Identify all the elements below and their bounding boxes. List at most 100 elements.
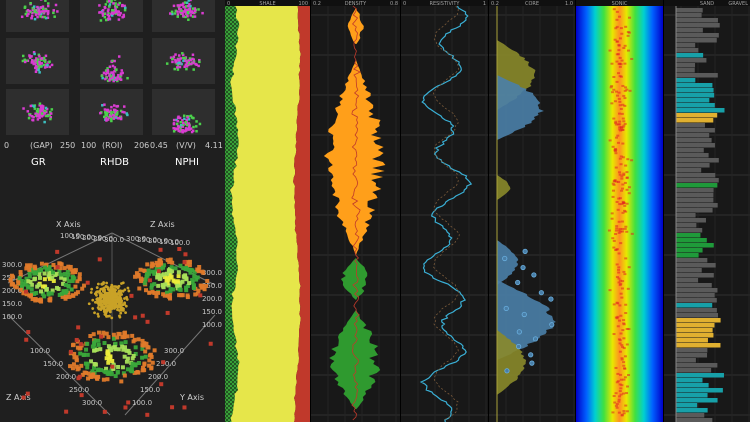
- cluster-left-point: [77, 272, 82, 277]
- tick-left: 200.0: [2, 287, 22, 295]
- matrix-point: [98, 4, 101, 7]
- sonic-hotspot: [612, 88, 616, 91]
- cluster-right-point: [180, 279, 185, 284]
- sonic-hotspot: [617, 398, 621, 401]
- cluster-left-point: [23, 279, 28, 284]
- lithology-bar: [676, 63, 696, 68]
- scatter-dot: [110, 288, 114, 291]
- cluster-right-point: [152, 282, 157, 287]
- cluster-left-point: [33, 298, 38, 303]
- cluster-right-point: [191, 283, 196, 288]
- lithology-bar: [676, 268, 702, 273]
- sonic-hotspot: [615, 200, 619, 203]
- sonic-hotspot: [620, 227, 624, 230]
- matrix-point: [117, 55, 121, 58]
- sonic-hotspot: [620, 344, 624, 347]
- matrix-point: [110, 110, 113, 114]
- cluster-left-point: [37, 272, 42, 277]
- matrix-point: [187, 118, 191, 121]
- cluster-right-point: [186, 267, 191, 272]
- cluster-left-point: [67, 294, 72, 299]
- cluster-left-point: [36, 298, 41, 303]
- matrix-point: [33, 9, 37, 12]
- matrix-point: [172, 118, 176, 122]
- cluster-bottom-point: [152, 348, 157, 353]
- matrix-point: [37, 66, 41, 70]
- cluster-right-point: [171, 278, 176, 283]
- matrix-point: [42, 59, 46, 62]
- sonic-hotspot: [615, 60, 619, 63]
- matrix-point: [188, 3, 191, 6]
- matrix-point: [30, 104, 34, 107]
- scatter-dot: [99, 287, 103, 291]
- cluster-bottom-point: [85, 341, 90, 346]
- matrix-point: [34, 59, 37, 62]
- matrix-point: [122, 13, 125, 17]
- matrix-point: [43, 66, 47, 69]
- cluster-bottom-point: [111, 336, 116, 341]
- track-header-bar: [401, 0, 488, 6]
- matrix-point: [114, 10, 118, 14]
- matrix-point: [176, 66, 179, 69]
- matrix-point: [176, 127, 180, 131]
- cluster-right-point: [153, 270, 158, 275]
- matrix-point: [177, 54, 181, 57]
- nphi-axis-max: 4.11: [205, 141, 223, 150]
- sonic-hotspot: [615, 180, 619, 183]
- cluster-left-point: [9, 273, 14, 278]
- scatter-dot: [123, 297, 126, 300]
- scatter-red-point: [26, 330, 31, 335]
- track-header-bar: [489, 0, 575, 6]
- scatter-dot: [100, 307, 104, 310]
- matrix-point: [188, 7, 192, 11]
- lithology-bar: [676, 43, 696, 48]
- matrix-point: [35, 57, 38, 60]
- cluster-right-point: [150, 289, 155, 294]
- matrix-point: [40, 10, 44, 13]
- scatter-dot: [118, 289, 121, 293]
- sonic-hotspot: [612, 183, 616, 186]
- matrix-point: [112, 73, 115, 76]
- cluster-left-point: [51, 262, 56, 267]
- matrix-point: [116, 76, 120, 79]
- matrix-point: [103, 103, 106, 106]
- matrix-point: [46, 4, 50, 8]
- matrix-point: [37, 53, 41, 57]
- sonic-hotspot: [619, 393, 623, 396]
- matrix-point: [181, 119, 184, 122]
- cluster-bottom-point: [102, 341, 107, 346]
- matrix-point: [184, 122, 188, 126]
- matrix-point: [125, 112, 128, 115]
- matrix-point: [185, 1, 189, 5]
- matrix-point: [48, 60, 51, 63]
- sonic-hotspot: [618, 339, 622, 342]
- z-axis-title-top: Z Axis: [150, 220, 175, 229]
- lithology-bar: [676, 8, 703, 13]
- cluster-bottom-point: [144, 341, 149, 346]
- matrix-point: [108, 74, 111, 77]
- density-green-band: [340, 258, 368, 300]
- matrix-point: [118, 77, 122, 81]
- matrix-point: [20, 15, 24, 19]
- sonic-hotspot: [614, 166, 618, 169]
- lithology-bar: [676, 133, 710, 138]
- matrix-point: [111, 59, 114, 63]
- matrix-point: [49, 112, 53, 115]
- scatter-dot: [102, 288, 105, 292]
- axis-line-x: [7, 232, 113, 284]
- lithology-bar: [676, 88, 714, 93]
- lithology-bar: [676, 223, 697, 228]
- cluster-right-point: [158, 258, 163, 263]
- lithology-bar: [676, 303, 713, 308]
- cluster-bottom-point: [142, 368, 147, 373]
- cluster-right-point: [187, 281, 192, 286]
- sonic-hotspot: [622, 120, 626, 123]
- matrix-point: [118, 13, 122, 17]
- matrix-point: [171, 12, 174, 16]
- matrix-point: [53, 15, 56, 18]
- well-log-tracks: 0 SHALE 100 0.2 DENSITY 0.8 0 RESISTIVITY 1 0.2 CO…: [225, 0, 750, 422]
- matrix-point: [39, 0, 43, 1]
- sonic-hotspot: [610, 102, 614, 105]
- sonic-hotspot: [626, 287, 630, 290]
- matrix-point: [181, 53, 185, 57]
